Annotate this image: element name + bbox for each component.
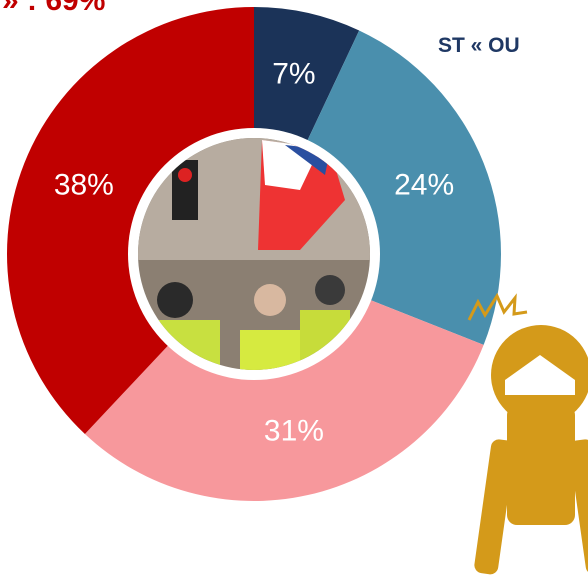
annotation: ST « OU (438, 34, 520, 57)
person-icon (469, 296, 588, 575)
chart: » : 69% ST « OU 7% 24% 31% 38% (0, 0, 588, 581)
data-label: 24% (394, 169, 454, 202)
data-label: 31% (264, 415, 324, 448)
data-label: 7% (272, 57, 315, 90)
annotation: » : 69% (2, 0, 105, 17)
page: {"chart_data": {"type": "donut", "annota… (0, 0, 588, 581)
data-label: 38% (54, 169, 114, 202)
